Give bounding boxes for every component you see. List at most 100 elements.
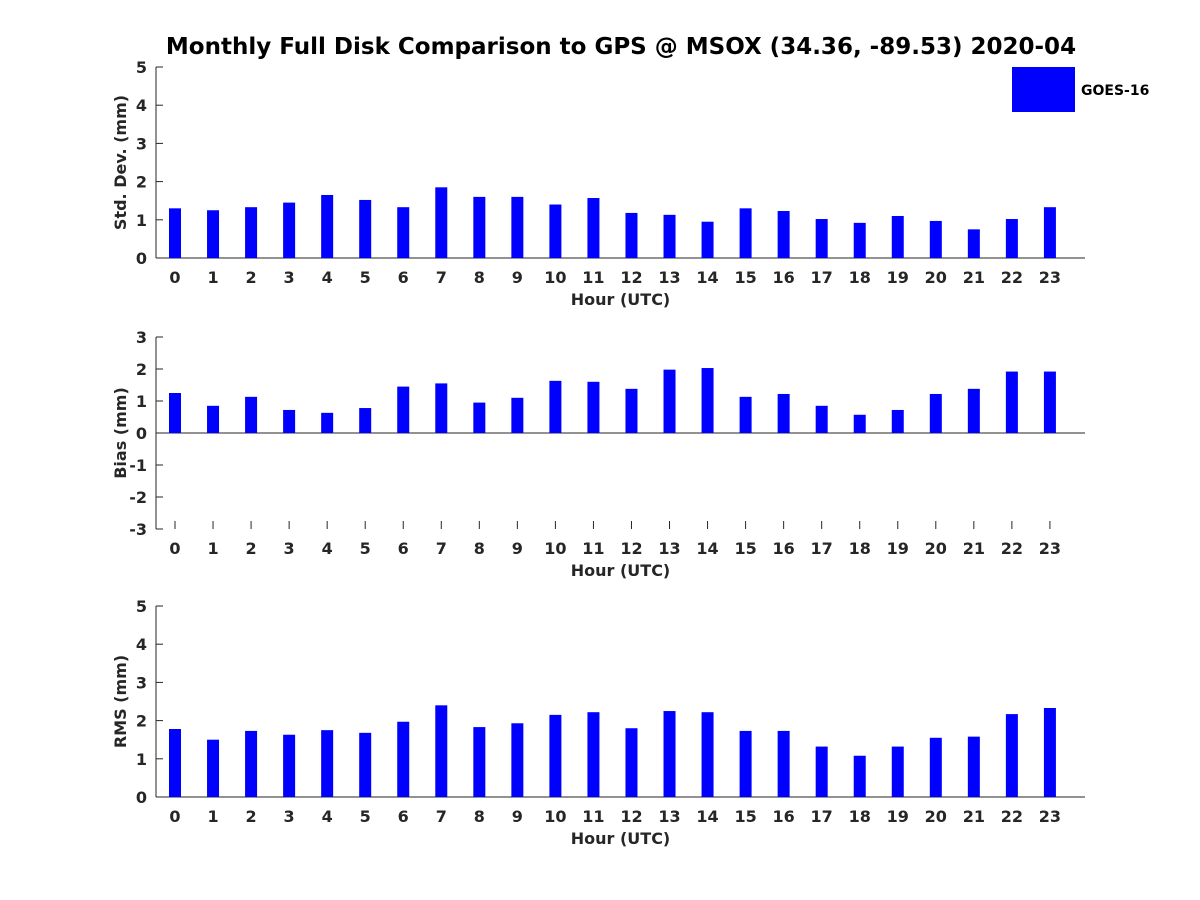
stddev-x-tick-label: 18	[849, 268, 871, 287]
legend-label-goes-16: GOES-16	[1081, 83, 1149, 99]
rms-bar-hour-14	[701, 712, 714, 797]
rms-y-tick-label: 0	[136, 788, 147, 807]
stddev-bar-hour-12	[625, 212, 638, 258]
stddev-y-tick-label: 2	[136, 173, 147, 192]
rms-bar-hour-1	[207, 739, 220, 797]
stddev-bar-hour-22	[1005, 219, 1018, 258]
stddev-bar-hour-4	[321, 194, 334, 258]
rms-bar-hour-8	[473, 727, 486, 797]
bias-bar-hour-4	[321, 412, 334, 433]
stddev-bar-hour-7	[435, 187, 448, 258]
rms-bar-hour-21	[967, 736, 980, 797]
stddev-x-tick-label: 8	[474, 268, 485, 287]
rms-bar-hour-20	[929, 737, 942, 797]
rms-x-tick-label: 20	[925, 807, 947, 826]
bias-bar-hour-1	[207, 405, 220, 433]
stddev-y-axis-label: Std. Dev. (mm)	[111, 95, 130, 230]
bias-x-tick-label: 8	[474, 539, 485, 558]
bias-bar-hour-3	[283, 409, 296, 433]
bias-x-tick-label: 5	[360, 539, 371, 558]
rms-x-tick-label: 1	[207, 807, 218, 826]
stddev-bar-hour-9	[511, 196, 524, 258]
rms-x-tick-label: 0	[169, 807, 180, 826]
bias-bar-hour-7	[435, 383, 448, 433]
stddev-x-tick-label: 14	[696, 268, 718, 287]
bias-x-tick-label: 7	[436, 539, 447, 558]
stddev-x-tick-label: 22	[1001, 268, 1023, 287]
stddev-bar-hour-21	[967, 229, 980, 258]
stddev-bar-hour-19	[891, 215, 904, 258]
stddev-bar-hour-23	[1043, 207, 1056, 258]
bias-bar-hour-20	[929, 393, 942, 433]
rms-bar-hour-13	[663, 711, 676, 797]
rms-x-tick-label: 6	[398, 807, 409, 826]
stddev-bar-hour-14	[701, 221, 714, 258]
stddev-x-tick-label: 20	[925, 268, 947, 287]
bias-y-tick-label: -3	[129, 520, 147, 539]
stddev-bar-hour-3	[283, 202, 296, 258]
chart-title: Monthly Full Disk Comparison to GPS @ MS…	[166, 34, 1076, 60]
stddev-x-tick-label: 12	[620, 268, 642, 287]
stddev-bar-hour-20	[929, 220, 942, 258]
rms-y-tick-label: 2	[136, 712, 147, 731]
rms-x-tick-label: 21	[963, 807, 985, 826]
stddev-y-tick-label: 3	[136, 134, 147, 153]
rms-x-tick-label: 4	[322, 807, 333, 826]
stddev-bar-hour-2	[245, 207, 258, 258]
stddev-bar-hour-6	[397, 207, 410, 258]
rms-x-tick-label: 7	[436, 807, 447, 826]
bias-bar-hour-15	[739, 396, 752, 433]
rms-bar-hour-5	[359, 732, 372, 797]
stddev-bar-hour-17	[815, 219, 828, 258]
stddev-bar-hour-10	[549, 204, 562, 258]
stddev-y-tick-label: 1	[136, 211, 147, 230]
bias-bar-hour-18	[853, 414, 866, 433]
bias-bar-hour-16	[777, 393, 790, 433]
bias-x-tick-label: 12	[620, 539, 642, 558]
stddev-bar-hour-11	[587, 198, 600, 258]
rms-bar-hour-9	[511, 723, 524, 797]
stddev-x-tick-label: 9	[512, 268, 523, 287]
rms-x-tick-label: 2	[246, 807, 257, 826]
rms-x-tick-label: 16	[773, 807, 795, 826]
bias-x-tick-label: 14	[696, 539, 718, 558]
bias-bar-hour-2	[245, 396, 258, 433]
bias-x-tick-label: 0	[169, 539, 180, 558]
bias-x-tick-label: 9	[512, 539, 523, 558]
rms-x-tick-label: 5	[360, 807, 371, 826]
bias-x-tick-label: 11	[582, 539, 604, 558]
rms-bar-hour-7	[435, 705, 448, 797]
rms-bar-hour-10	[549, 714, 562, 797]
stddev-x-tick-label: 6	[398, 268, 409, 287]
rms-x-tick-label: 13	[658, 807, 680, 826]
rms-x-axis-label: Hour (UTC)	[571, 829, 671, 848]
stddev-bar-hour-0	[169, 208, 181, 258]
rms-y-tick-label: 3	[136, 673, 147, 692]
stddev-bar-hour-13	[663, 214, 676, 258]
bias-bar-hour-10	[549, 380, 562, 433]
stddev-x-tick-label: 13	[658, 268, 680, 287]
stddev-x-tick-label: 11	[582, 268, 604, 287]
bias-x-tick-label: 3	[284, 539, 295, 558]
rms-x-tick-label: 14	[696, 807, 718, 826]
rms-bar-hour-18	[853, 755, 866, 797]
rms-bar-hour-22	[1005, 714, 1018, 797]
legend: GOES-16	[1012, 67, 1149, 112]
bias-bar-hour-6	[397, 386, 410, 433]
stddev-x-tick-label: 16	[773, 268, 795, 287]
rms-y-tick-label: 5	[136, 597, 147, 616]
bias-x-tick-label: 20	[925, 539, 947, 558]
rms-bar-hour-19	[891, 746, 904, 797]
bias-bar-hour-17	[815, 405, 828, 433]
stddev-y-tick-label: 5	[136, 58, 147, 77]
bias-x-tick-label: 21	[963, 539, 985, 558]
rms-bar-hour-3	[283, 734, 296, 797]
rms-x-tick-label: 8	[474, 807, 485, 826]
bias-bar-hour-13	[663, 369, 676, 433]
rms-bar-hour-12	[625, 728, 638, 797]
bias-bar-hour-9	[511, 397, 524, 433]
bias-x-tick-label: 17	[811, 539, 833, 558]
stddev-x-tick-label: 7	[436, 268, 447, 287]
